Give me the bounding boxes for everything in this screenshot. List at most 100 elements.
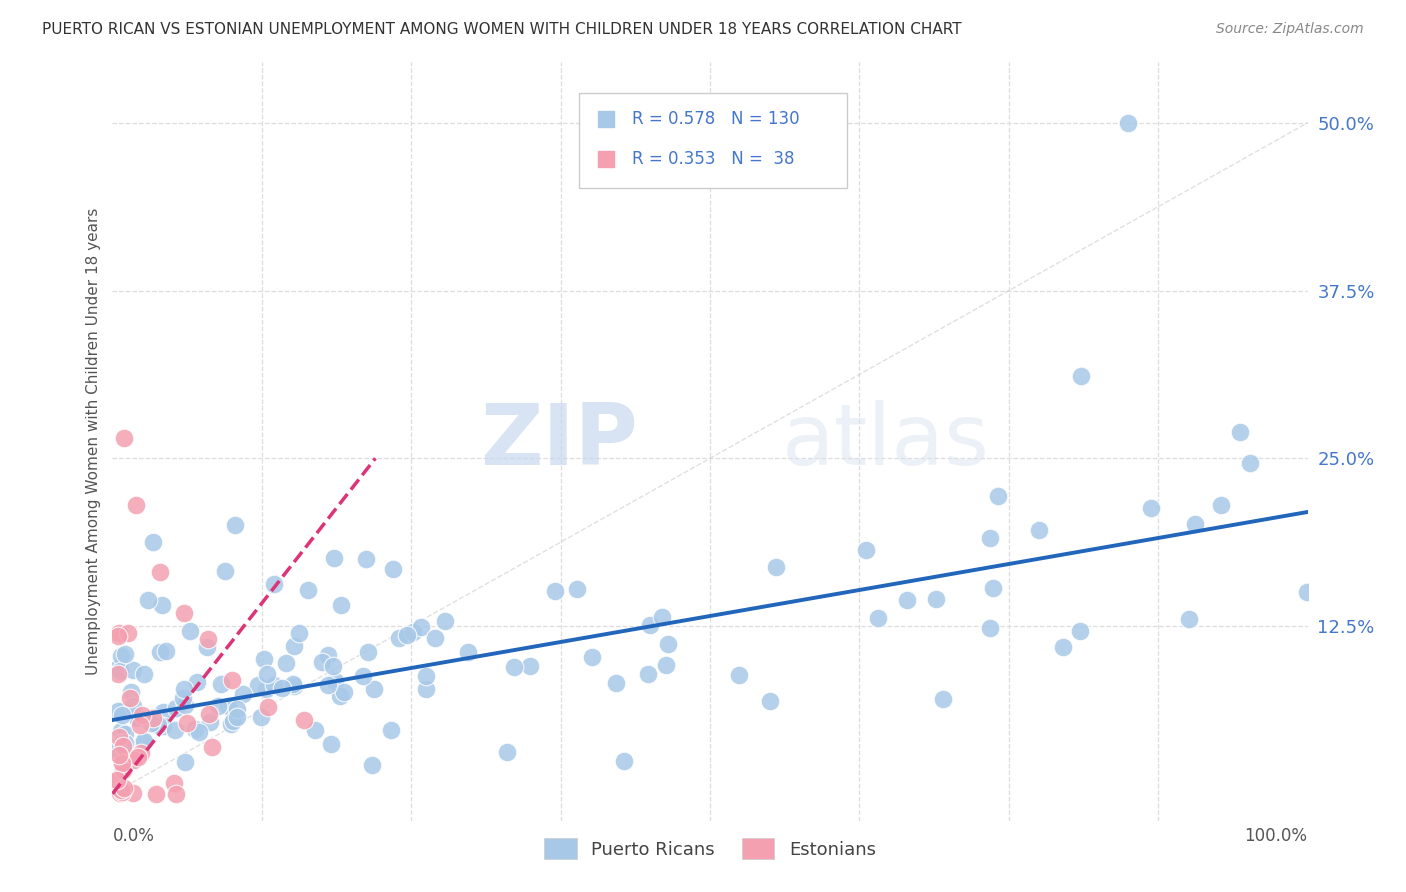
Point bbox=[330, 598, 353, 612]
Point bbox=[107, 742, 129, 756]
Point bbox=[332, 685, 354, 699]
Point bbox=[353, 668, 375, 682]
Legend: Puerto Ricans, Estonians: Puerto Ricans, Estonians bbox=[537, 831, 883, 866]
Point bbox=[141, 711, 163, 725]
Point bbox=[423, 631, 446, 645]
Point bbox=[131, 707, 153, 722]
Point bbox=[1118, 116, 1140, 130]
Point bbox=[111, 785, 134, 799]
Point bbox=[125, 709, 148, 723]
Point bbox=[165, 701, 187, 715]
Point bbox=[1140, 501, 1163, 516]
Point bbox=[111, 757, 134, 772]
Point bbox=[396, 628, 419, 642]
Point bbox=[360, 757, 382, 772]
Point bbox=[124, 753, 146, 767]
Point bbox=[1229, 425, 1251, 439]
Y-axis label: Unemployment Among Women with Children Under 18 years: Unemployment Among Women with Children U… bbox=[86, 208, 101, 675]
Point bbox=[111, 736, 134, 750]
Point bbox=[222, 714, 245, 728]
Point bbox=[263, 678, 285, 692]
Point bbox=[855, 542, 877, 557]
Point bbox=[433, 614, 456, 628]
Point bbox=[605, 676, 627, 690]
Point bbox=[329, 689, 352, 703]
Point bbox=[932, 691, 955, 706]
Point bbox=[149, 645, 172, 659]
Point bbox=[232, 687, 254, 701]
Text: ZIP: ZIP bbox=[481, 400, 638, 483]
Text: atlas: atlas bbox=[782, 400, 990, 483]
Point bbox=[150, 598, 173, 612]
Point bbox=[110, 723, 132, 738]
Point bbox=[128, 717, 150, 731]
Point bbox=[172, 691, 194, 706]
Point bbox=[1052, 640, 1074, 654]
Point bbox=[132, 735, 155, 749]
Point bbox=[247, 678, 270, 692]
Point bbox=[110, 648, 132, 663]
Point bbox=[107, 625, 129, 640]
Point bbox=[152, 705, 174, 719]
Point bbox=[1209, 498, 1232, 512]
Point bbox=[121, 699, 143, 714]
Point bbox=[114, 431, 135, 445]
Point bbox=[263, 577, 285, 591]
Point bbox=[979, 621, 1001, 635]
Point bbox=[217, 698, 239, 713]
Point bbox=[141, 715, 163, 730]
Point bbox=[325, 674, 347, 689]
Point bbox=[226, 710, 249, 724]
Point bbox=[112, 781, 135, 796]
Point bbox=[111, 705, 134, 719]
Point bbox=[145, 787, 167, 801]
Point bbox=[411, 620, 433, 634]
Point bbox=[651, 609, 673, 624]
Point bbox=[173, 606, 195, 620]
Point bbox=[613, 755, 636, 769]
Point bbox=[322, 659, 344, 673]
Point bbox=[503, 660, 526, 674]
Point bbox=[380, 723, 402, 738]
Point bbox=[297, 583, 319, 598]
Point bbox=[114, 727, 136, 741]
Point bbox=[323, 550, 346, 565]
Point bbox=[270, 681, 292, 695]
Point bbox=[1239, 456, 1261, 470]
Point bbox=[134, 733, 156, 747]
Point bbox=[188, 725, 211, 739]
Point bbox=[225, 702, 247, 716]
Point bbox=[108, 786, 131, 800]
Point bbox=[283, 639, 305, 653]
Point bbox=[127, 711, 149, 725]
Text: R = 0.578   N = 130: R = 0.578 N = 130 bbox=[633, 111, 800, 128]
Point bbox=[214, 564, 236, 578]
Point bbox=[198, 707, 221, 722]
Point bbox=[655, 658, 678, 673]
Point bbox=[114, 736, 136, 750]
Point bbox=[283, 679, 305, 693]
Point bbox=[176, 715, 198, 730]
Point bbox=[111, 763, 134, 777]
Point bbox=[254, 681, 277, 696]
Point bbox=[163, 723, 186, 738]
Point bbox=[173, 698, 195, 712]
Point bbox=[207, 699, 229, 714]
Point bbox=[111, 739, 134, 753]
Point bbox=[201, 739, 224, 754]
Point bbox=[129, 747, 152, 761]
Point bbox=[125, 498, 148, 512]
Point bbox=[288, 626, 311, 640]
Point bbox=[121, 786, 143, 800]
Point bbox=[765, 559, 787, 574]
Text: PUERTO RICAN VS ESTONIAN UNEMPLOYMENT AMONG WOMEN WITH CHILDREN UNDER 18 YEARS C: PUERTO RICAN VS ESTONIAN UNEMPLOYMENT AM… bbox=[42, 22, 962, 37]
Point bbox=[142, 535, 165, 549]
Point bbox=[979, 532, 1001, 546]
Point bbox=[415, 669, 437, 683]
Point bbox=[1184, 517, 1206, 532]
Point bbox=[209, 677, 232, 691]
Point bbox=[149, 566, 172, 580]
Text: 0.0%: 0.0% bbox=[112, 828, 155, 846]
Point bbox=[165, 787, 187, 801]
Point bbox=[105, 773, 128, 788]
